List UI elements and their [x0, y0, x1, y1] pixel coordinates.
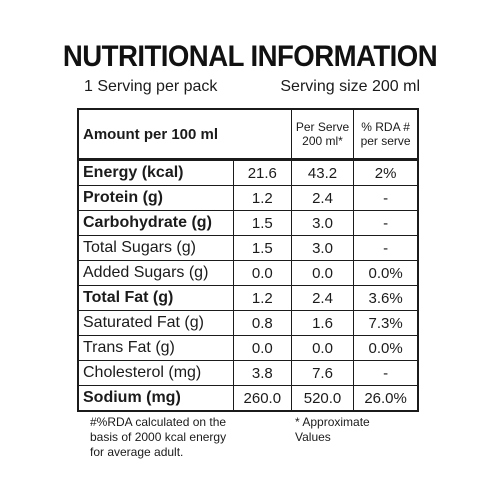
value-rda: 0.0% — [353, 335, 419, 361]
value-rda: - — [353, 185, 419, 211]
value-rda: 7.3% — [353, 310, 419, 336]
nutrition-table: Amount per 100 ml Per Serve 200 ml* % RD… — [77, 108, 419, 412]
table-row: Saturated Fat (g) 0.8 1.6 7.3% — [77, 310, 419, 336]
table-row: Protein (g) 1.2 2.4- — [77, 185, 419, 211]
value-rda: 0.0% — [353, 260, 419, 286]
value-per-100ml: 21.6 — [232, 158, 292, 186]
value-rda: 2% — [353, 158, 419, 186]
table-row: Total Fat (g) 1.2 2.4 3.6% — [77, 285, 419, 311]
table-row: Carbohydrate (g) 1.5 3.0- — [77, 210, 419, 236]
value-per-100ml: 260.0 — [232, 385, 292, 412]
value-per-serve: 520.0 — [290, 385, 355, 412]
nutrient-name: Total Sugars (g) — [77, 235, 234, 261]
value-per-serve: 1.6 — [290, 310, 355, 336]
value-rda: - — [353, 235, 419, 261]
value-per-100ml: 0.0 — [232, 260, 292, 286]
rda-footnote: #%RDA calculated on the basis of 2000 kc… — [90, 415, 227, 459]
nutrient-name: Energy (kcal) — [77, 158, 234, 186]
value-per-100ml: 1.5 — [232, 210, 292, 236]
header-per-serve: Per Serve 200 ml* — [290, 108, 355, 160]
value-per-100ml: 3.8 — [232, 360, 292, 386]
value-per-serve: 2.4 — [290, 285, 355, 311]
value-per-serve: 0.0 — [290, 335, 355, 361]
value-per-serve: 43.2 — [290, 158, 355, 186]
value-per-serve: 0.0 — [290, 260, 355, 286]
value-per-100ml: 1.5 — [232, 235, 292, 261]
table-row: Energy (kcal) 21.6 43.2 2% — [77, 158, 419, 186]
servings-per-pack: 1 Serving per pack — [84, 78, 218, 95]
value-per-100ml: 0.8 — [232, 310, 292, 336]
value-per-100ml: 0.0 — [232, 335, 292, 361]
value-per-serve: 7.6 — [290, 360, 355, 386]
nutrient-name: Total Fat (g) — [77, 285, 234, 311]
nutrient-name: Added Sugars (g) — [77, 260, 234, 286]
value-per-serve: 3.0 — [290, 210, 355, 236]
table-row: Sodium (mg) 260.0 520.0 26.0% — [77, 385, 419, 412]
value-rda: - — [353, 360, 419, 386]
table-row: Added Sugars (g) 0.0 0.0 0.0% — [77, 260, 419, 286]
nutrient-name: Saturated Fat (g) — [77, 310, 234, 336]
value-per-100ml: 1.2 — [232, 185, 292, 211]
nutrient-name: Protein (g) — [77, 185, 234, 211]
table-row: Trans Fat (g) 0.0 0.0 0.0% — [77, 335, 419, 361]
value-rda: 3.6% — [353, 285, 419, 311]
nutrient-name: Sodium (mg) — [77, 385, 234, 412]
serving-info: 1 Serving per pack Serving size 200 ml — [80, 78, 420, 102]
table-header-row: Amount per 100 ml Per Serve 200 ml* % RD… — [77, 108, 419, 160]
value-rda: - — [353, 210, 419, 236]
nutrient-name: Cholesterol (mg) — [77, 360, 234, 386]
header-amount-per-100ml: Amount per 100 ml — [77, 108, 292, 160]
value-per-100ml: 1.2 — [232, 285, 292, 311]
serving-size: Serving size 200 ml — [280, 78, 420, 95]
value-per-serve: 2.4 — [290, 185, 355, 211]
header-rda: % RDA # per serve — [353, 108, 419, 160]
value-rda: 26.0% — [353, 385, 419, 412]
value-per-serve: 3.0 — [290, 235, 355, 261]
page-title: NUTRITIONAL INFORMATION — [62, 40, 438, 73]
approx-footnote: * Approximate Values — [295, 415, 370, 444]
nutrient-name: Trans Fat (g) — [77, 335, 234, 361]
table-row: Total Sugars (g) 1.5 3.0- — [77, 235, 419, 261]
table-row: Cholesterol (mg) 3.8 7.6- — [77, 360, 419, 386]
nutrient-name: Carbohydrate (g) — [77, 210, 234, 236]
